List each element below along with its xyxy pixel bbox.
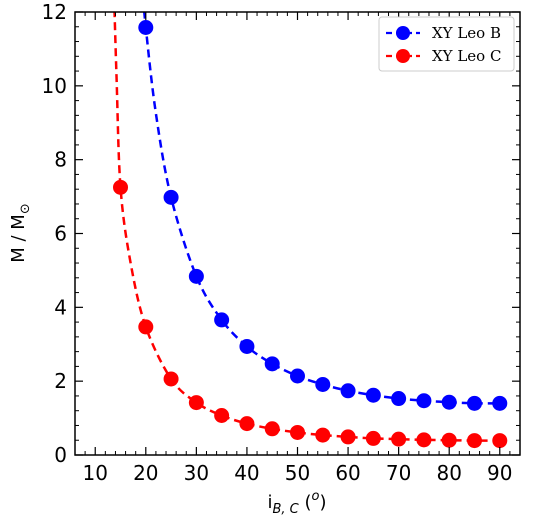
legend-marker-xy-leo-c: [396, 49, 410, 63]
data-point-xy-leo-b-50: [290, 368, 305, 384]
x-axis-label-tail: (: [299, 492, 312, 513]
data-point-xy-leo-c-50: [290, 424, 305, 440]
data-point-xy-leo-c-60: [340, 429, 356, 445]
data-point-xy-leo-c-80: [441, 432, 457, 448]
legend-entry-xy-leo-b: XY Leo B: [386, 24, 501, 42]
y-tick-label-0: 0: [54, 443, 67, 467]
data-point-xy-leo-c-15: [113, 179, 129, 195]
data-point-xy-leo-b-25: [163, 189, 179, 205]
legend-box: [378, 16, 515, 72]
data-point-xy-leo-b-55: [315, 376, 331, 392]
data-point-xy-leo-b-45: [264, 356, 280, 372]
y-tick-label-4: 4: [54, 295, 67, 319]
legend-marker-xy-leo-b: [396, 26, 410, 40]
y-tick-label-2: 2: [54, 369, 67, 393]
y-tick-label-8: 8: [54, 148, 67, 172]
data-point-xy-leo-c-70: [391, 431, 407, 447]
data-point-xy-leo-b-60: [340, 383, 356, 399]
x-tick-label-10: 10: [83, 461, 108, 485]
x-tick-label-70: 70: [386, 461, 411, 485]
data-point-xy-leo-c-20: [138, 319, 154, 335]
x-tick-label-60: 60: [335, 461, 360, 485]
x-tick-label-50: 50: [285, 461, 310, 485]
data-point-xy-leo-b-90: [492, 395, 508, 411]
data-point-xy-leo-c-25: [163, 371, 179, 387]
y-axis-label-subscript: ⊙: [18, 203, 33, 214]
data-point-xy-leo-b-30: [188, 268, 204, 284]
y-tick-label-6: 6: [54, 222, 67, 246]
y-tick-label-12: 12: [42, 0, 67, 24]
x-tick-label-80: 80: [436, 461, 461, 485]
x-axis-label-base: i: [267, 492, 272, 513]
legend-label-xy-leo-c: XY Leo C: [432, 47, 501, 65]
x-axis-label-subscript: B, C: [273, 502, 300, 517]
x-tick-label-20: 20: [133, 461, 158, 485]
data-point-xy-leo-c-90: [492, 433, 508, 449]
legend-label-xy-leo-b: XY Leo B: [432, 24, 501, 42]
y-tick-label-10: 10: [42, 74, 67, 98]
x-axis-label-close: ): [319, 492, 326, 513]
data-point-xy-leo-b-20: [138, 20, 154, 36]
data-point-xy-leo-b-85: [466, 395, 482, 411]
data-point-xy-leo-c-85: [466, 433, 482, 449]
data-point-xy-leo-b-65: [365, 387, 381, 403]
data-point-xy-leo-c-40: [239, 416, 255, 432]
plot-background: [75, 12, 520, 455]
data-point-xy-leo-b-80: [441, 394, 457, 410]
y-axis-label-base: M / M: [8, 214, 29, 263]
x-tick-label-40: 40: [234, 461, 259, 485]
data-point-xy-leo-b-75: [416, 393, 432, 409]
data-point-xy-leo-c-30: [188, 395, 204, 411]
data-point-xy-leo-c-55: [315, 427, 331, 443]
x-tick-label-30: 30: [184, 461, 209, 485]
legend-entry-xy-leo-c: XY Leo C: [386, 47, 501, 65]
x-tick-label-90: 90: [487, 461, 512, 485]
data-point-xy-leo-c-35: [214, 407, 230, 423]
data-point-xy-leo-b-35: [214, 312, 230, 328]
x-axis-label: iB, C (o): [267, 489, 326, 517]
data-point-xy-leo-b-70: [391, 391, 407, 407]
x-axis-label-superscript: o: [312, 489, 320, 504]
data-point-xy-leo-c-45: [264, 421, 280, 437]
data-point-xy-leo-c-75: [416, 432, 432, 448]
plot-frame: [74, 11, 521, 456]
data-point-xy-leo-c-65: [365, 430, 381, 446]
y-axis-label: M / M⊙: [8, 203, 33, 262]
legend: XY Leo B XY Leo C: [378, 16, 515, 72]
data-point-xy-leo-b-40: [239, 338, 255, 354]
